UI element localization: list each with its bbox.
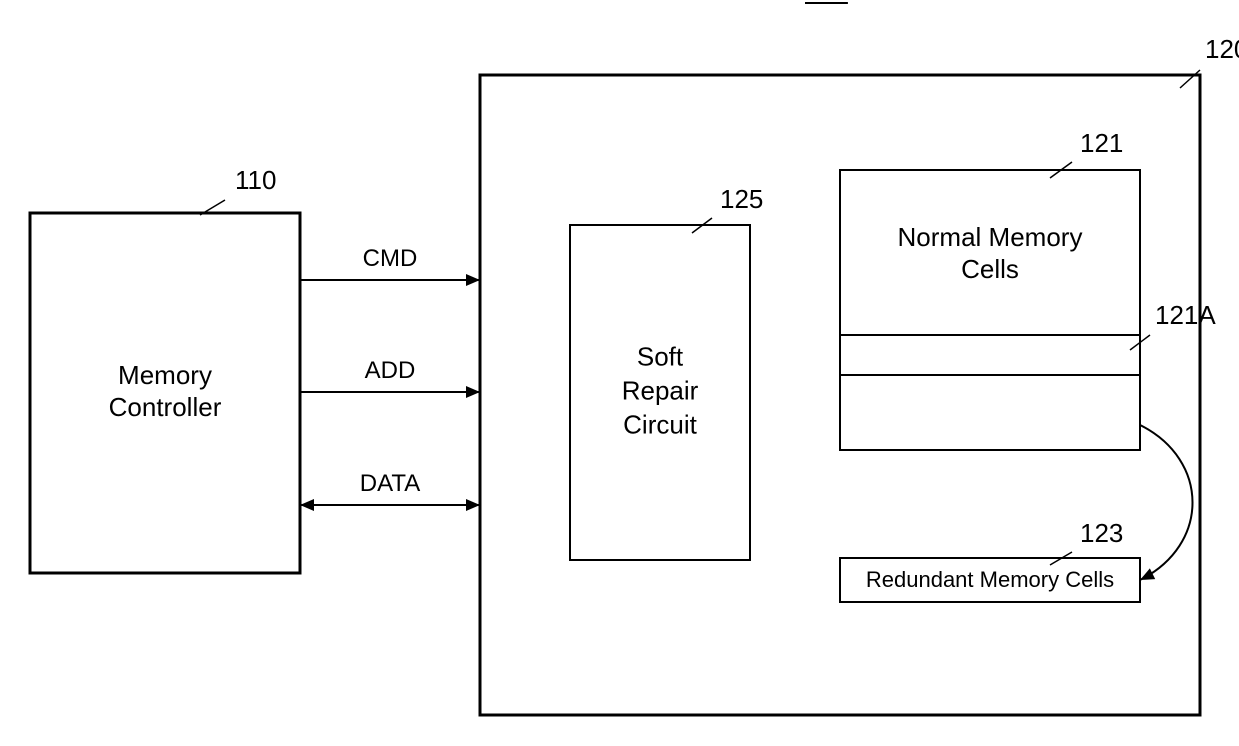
ref-label: 110 bbox=[235, 165, 276, 195]
signal-label-add: ADD bbox=[365, 357, 416, 384]
ref-label: 121A bbox=[1155, 300, 1216, 330]
svg-text:Repair: Repair bbox=[622, 375, 699, 405]
normal-cells-block bbox=[840, 170, 1140, 450]
ref-label: 123 bbox=[1080, 518, 1123, 548]
fail-row-block bbox=[840, 335, 1140, 375]
svg-text:Controller: Controller bbox=[109, 392, 222, 422]
ref-label: 125 bbox=[720, 184, 763, 214]
svg-text:Cells: Cells bbox=[961, 254, 1019, 284]
svg-text:Memory: Memory bbox=[118, 360, 212, 390]
svg-text:Circuit: Circuit bbox=[623, 409, 697, 439]
svg-text:Redundant Memory Cells: Redundant Memory Cells bbox=[866, 567, 1114, 592]
signal-label-cmd: CMD bbox=[363, 245, 418, 272]
diagram-canvas: 100120MemoryController110SoftRepairCircu… bbox=[0, 0, 1239, 746]
svg-text:Normal Memory: Normal Memory bbox=[898, 222, 1083, 252]
repair-arc bbox=[1140, 425, 1193, 580]
signal-label-data: DATA bbox=[360, 470, 420, 497]
svg-text:Soft: Soft bbox=[637, 341, 684, 371]
ref-label: 121 bbox=[1080, 128, 1123, 158]
ref-label: 120 bbox=[1205, 34, 1239, 64]
